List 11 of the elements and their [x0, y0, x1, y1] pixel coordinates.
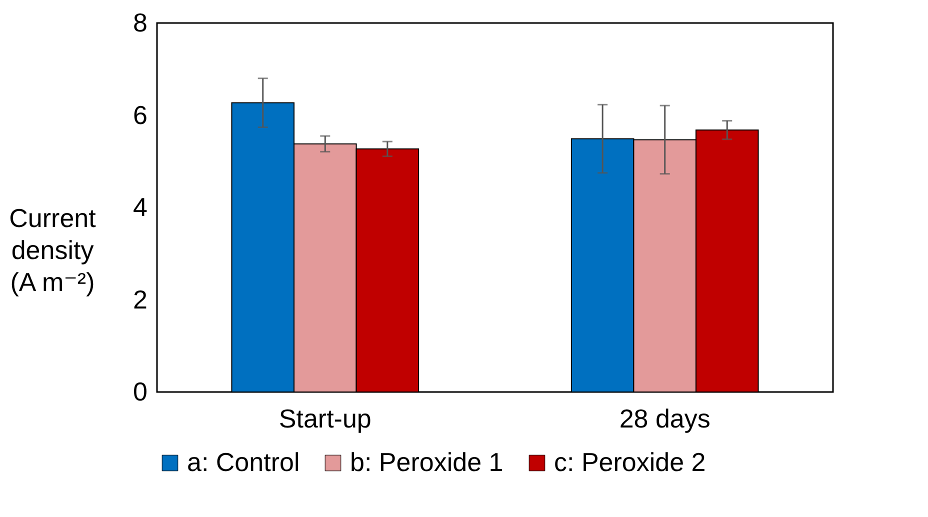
y-tick-label: 2 [133, 284, 148, 314]
x-tick-label: Start-up [278, 404, 372, 434]
legend-label: a: Control [187, 447, 300, 477]
y-tick-label: 8 [133, 8, 148, 38]
y-tick-label: 0 [133, 376, 148, 406]
legend-label: b: Peroxide 1 [350, 447, 504, 477]
legend-label: c: Peroxide 2 [554, 447, 706, 477]
x-tick-label: 28 days [619, 404, 710, 434]
y-tick-label: 6 [133, 100, 148, 130]
y-tick-label: 4 [133, 192, 148, 222]
y-axis-title: Current density (A m⁻²) [9, 203, 97, 298]
